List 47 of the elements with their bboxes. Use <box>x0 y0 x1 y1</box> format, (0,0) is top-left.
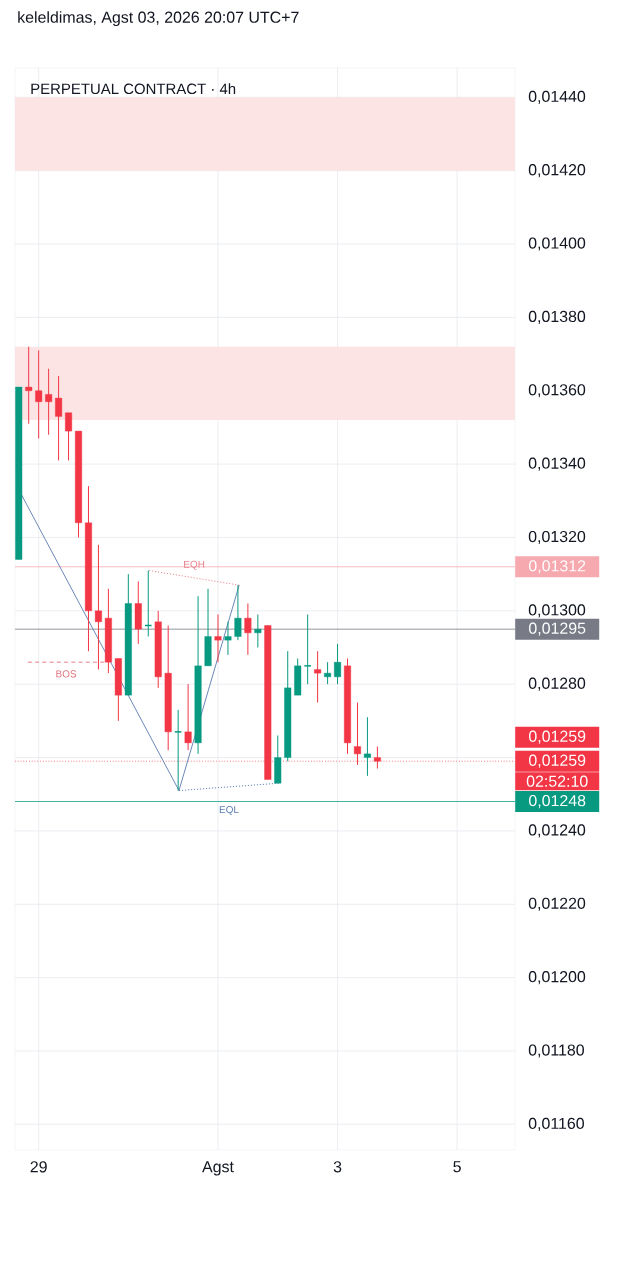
ref-line-label: 0,01295 <box>529 622 586 636</box>
candlestick <box>334 643 342 685</box>
x-tick-label: Agst <box>202 1161 234 1176</box>
y-tick-label: 0,01420 <box>528 164 586 178</box>
y-tick-label: 0,01340 <box>528 457 586 471</box>
y-tick-label: 0,01280 <box>528 677 586 691</box>
y-tick-label: 0,01320 <box>528 530 586 545</box>
annotation: EQL <box>219 806 239 815</box>
ref-line-label: 0,01312 <box>529 560 586 574</box>
candlestick <box>254 613 262 648</box>
candlestick <box>174 709 183 792</box>
candlestick <box>65 412 73 461</box>
candlestick <box>94 544 102 670</box>
candlestick <box>35 349 43 439</box>
candlestick <box>25 346 33 425</box>
candlestick <box>363 716 371 777</box>
y-tick-label: 0,01220 <box>528 897 586 911</box>
candlestick <box>224 621 232 656</box>
candlestick <box>45 368 53 436</box>
ref-line-label: 0,01259 <box>529 754 586 768</box>
y-tick-label: 0,01440 <box>528 90 586 104</box>
chart-subtitle: keleldimas, Agst 03, 2026 20:07 UTC+7 <box>18 11 299 27</box>
text: 02:52:10 <box>526 775 588 787</box>
y-tick-label: 0,01380 <box>528 310 586 324</box>
candlestick <box>303 613 312 685</box>
y-tick-label: 0,01300 <box>528 604 586 618</box>
candlestick <box>314 650 322 704</box>
candlestick <box>184 683 192 751</box>
x-tick-label: 5 <box>453 1161 461 1173</box>
annotation: BOS <box>56 670 77 678</box>
y-tick-label: 0,01160 <box>528 1117 584 1131</box>
y-tick-label: 0,01240 <box>528 824 586 838</box>
text: PERPETUAL CONTRACT · 4h <box>31 83 236 95</box>
x-tick-label: 29 <box>30 1161 47 1173</box>
candlestick <box>214 613 222 663</box>
x-tick-label: 3 <box>333 1161 342 1173</box>
y-tick-label: 0,01200 <box>528 971 586 985</box>
candlestick <box>55 375 63 461</box>
y-tick-label: 0,01400 <box>528 237 586 251</box>
candlestick <box>324 661 332 685</box>
y-tick-label: 0,01360 <box>528 384 586 398</box>
text: 0,01259 <box>529 730 586 744</box>
ref-line-label: 0,01248 <box>529 794 586 809</box>
candlestick <box>244 602 252 656</box>
y-tick-label: 0,01180 <box>528 1044 584 1058</box>
annotation: EQH <box>184 560 205 570</box>
candlestick <box>234 584 242 641</box>
